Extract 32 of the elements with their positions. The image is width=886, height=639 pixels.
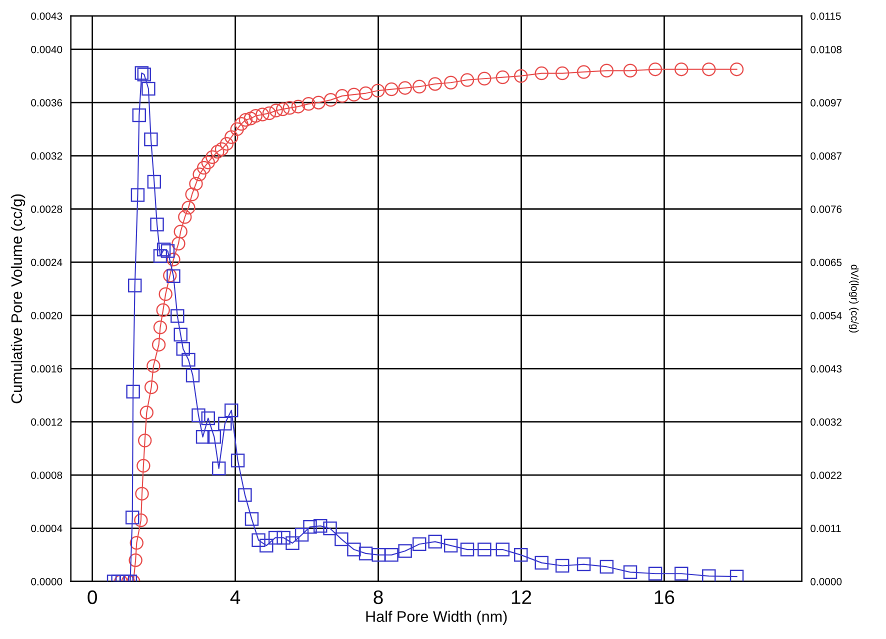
- y2-tick-label: 0.0022: [810, 472, 842, 479]
- y2-tick-label: 0.0000: [810, 578, 842, 586]
- y-axis-title: Cumulative Pore Volume (cc/g): [10, 194, 26, 404]
- y2-tick-label: 0.0087: [810, 152, 842, 160]
- x-tick-label: 8: [374, 590, 383, 604]
- y2-tick-label: 0.0054: [810, 312, 842, 320]
- y-tick-label: 0.0000: [31, 578, 62, 586]
- y2-tick-label: 0.0011: [810, 524, 841, 532]
- x-tick-label: 4: [230, 590, 240, 604]
- y2-tick-label: 0.0115: [810, 12, 841, 20]
- y-tick-label: 0.0024: [31, 258, 62, 266]
- y-tick-label: 0.0016: [31, 365, 62, 373]
- y-tick-label: 0.0040: [31, 46, 62, 54]
- y2-tick-label: 0.0032: [810, 418, 842, 426]
- y2-tick-label: 0.0076: [810, 206, 842, 213]
- y-tick-label: 0.0008: [31, 472, 62, 479]
- x-tick-label: 12: [512, 590, 532, 604]
- y-tick-label: 0.0028: [31, 206, 62, 213]
- y2-tick-label: 0.0108: [810, 46, 842, 54]
- y-tick-label: 0.0012: [31, 418, 62, 426]
- y2-tick-label: 0.0065: [810, 258, 842, 266]
- y2-tick-label: 0.0097: [810, 99, 842, 106]
- y-tick-label: 0.0036: [31, 99, 62, 106]
- y2-tick-label: 0.0043: [810, 365, 842, 373]
- y-tick-label: 0.0004: [31, 524, 62, 532]
- x-tick-label: 0: [88, 590, 97, 604]
- y-tick-label: 0.0032: [31, 152, 62, 160]
- y-tick-label: 0.0020: [31, 312, 62, 320]
- x-axis-title: Half Pore Width (nm): [366, 610, 507, 625]
- y2-axis-title: dV/(logr) (cc/g): [848, 264, 859, 333]
- y-tick-label: 0.0043: [31, 12, 62, 20]
- x-tick-label: 16: [654, 590, 674, 604]
